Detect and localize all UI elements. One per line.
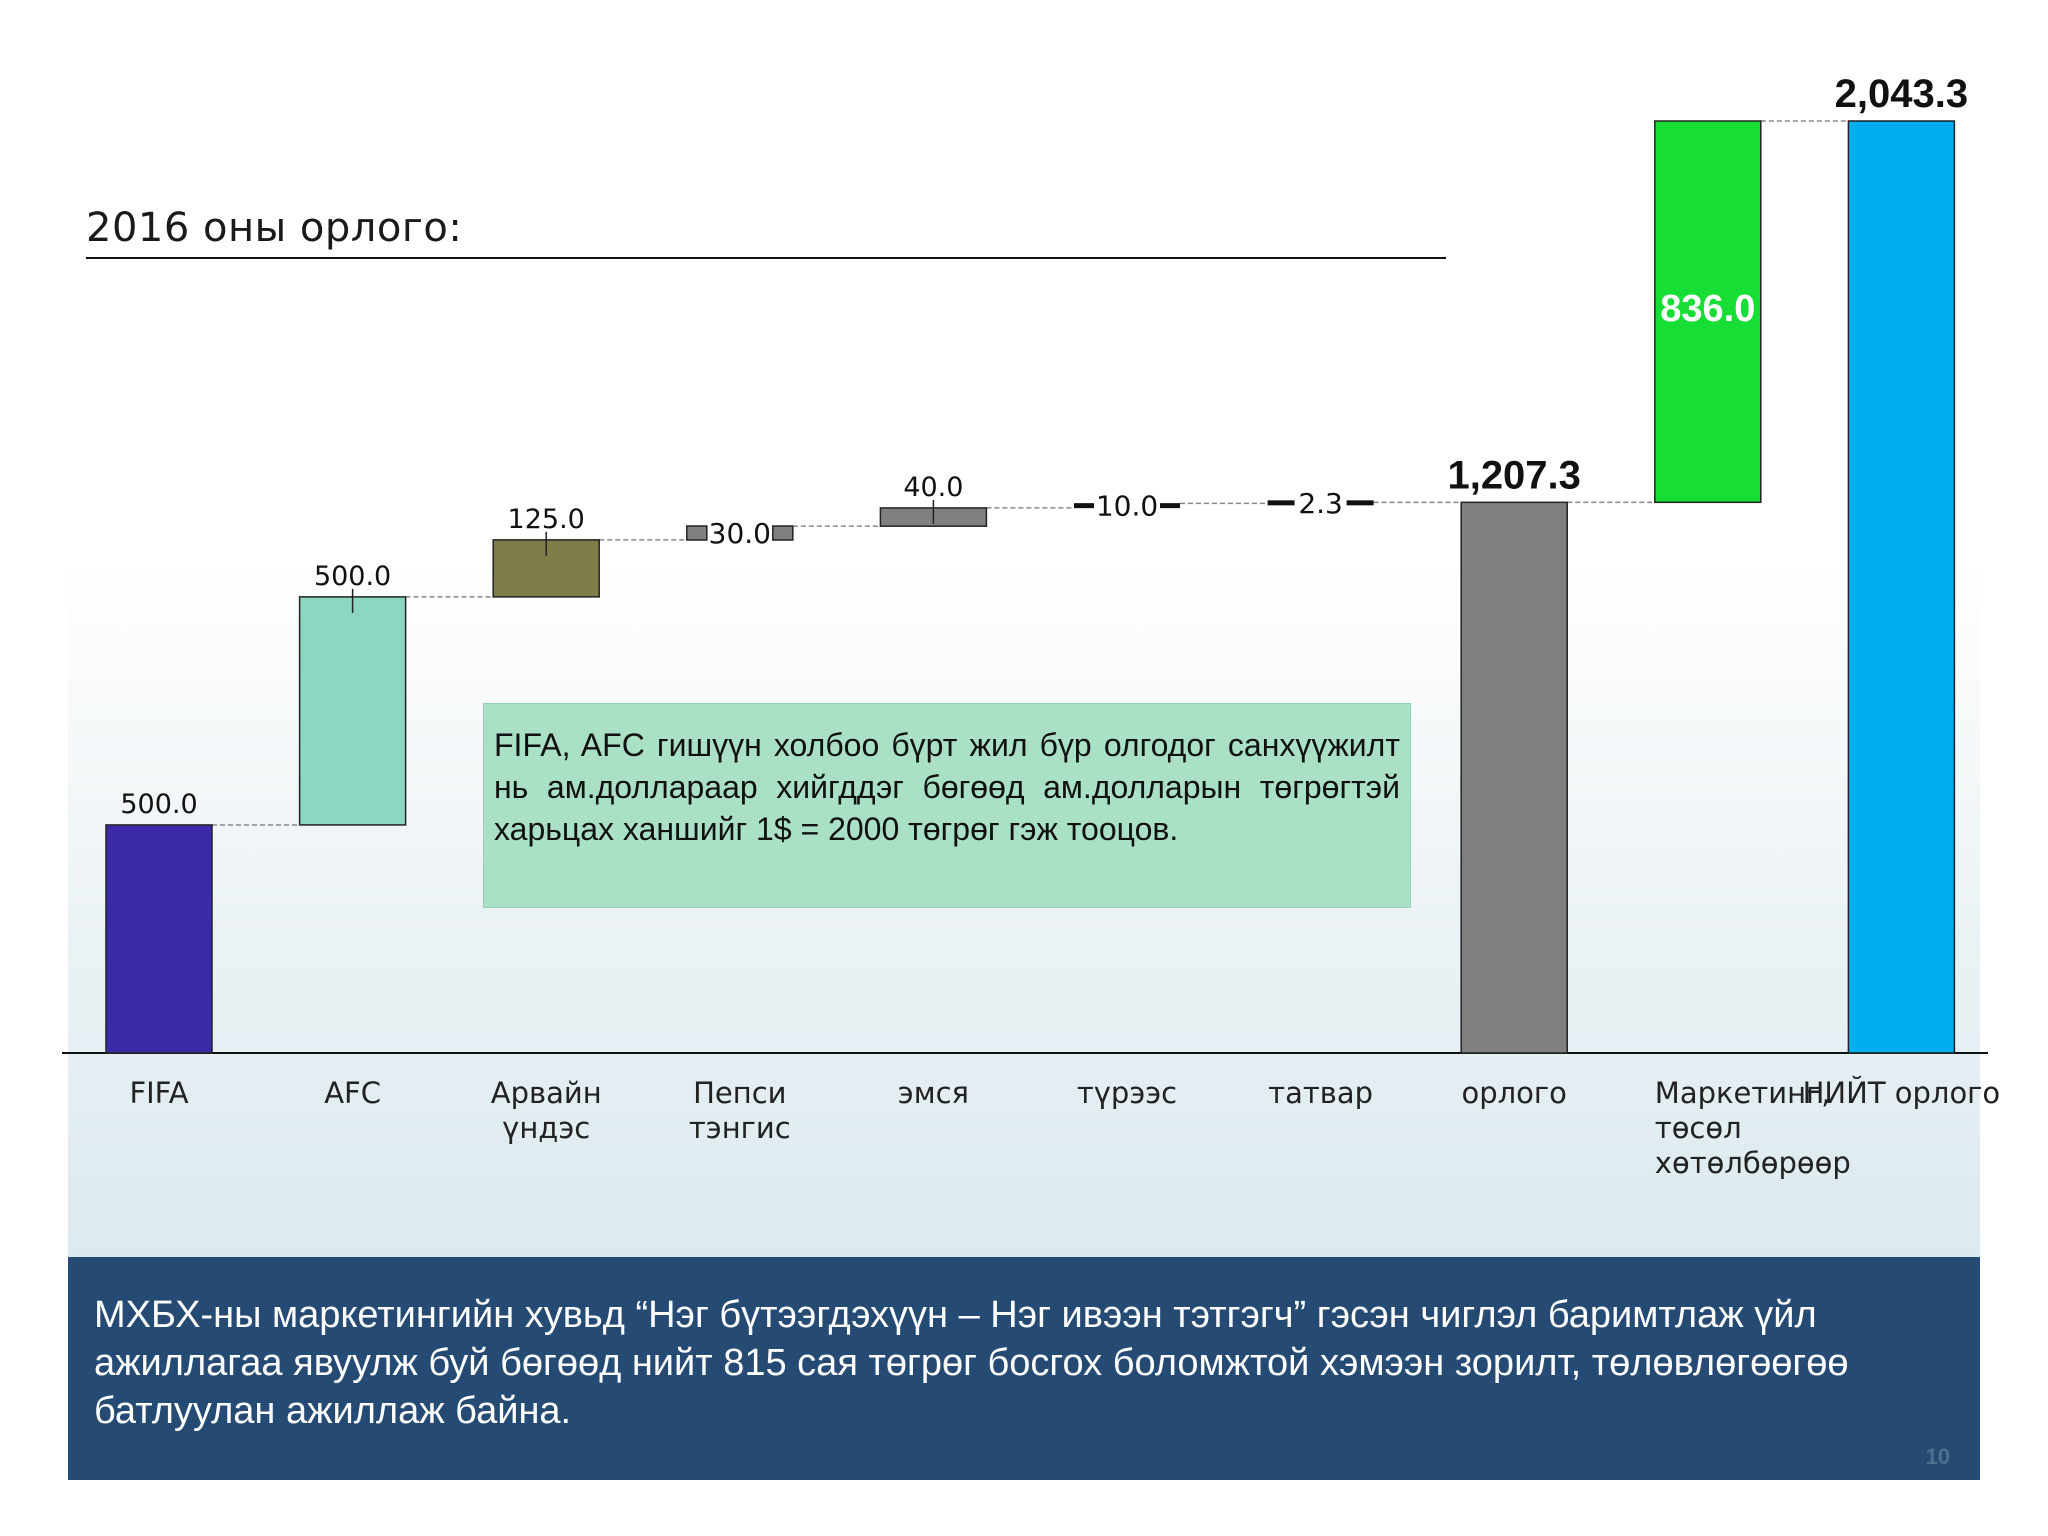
category-label: НИЙТ орлого [1803,1076,2001,1110]
footer-banner: МХБХ-ны маркетингийн хувьд “Нэг бүтээгдэ… [68,1257,1980,1480]
footer-text: МХБХ-ны маркетингийн хувьд “Нэг бүтээгдэ… [94,1294,1849,1432]
bar-segment-right [1160,503,1180,509]
bar [1460,501,1568,1054]
category-label: түрээс [1077,1076,1177,1110]
value-label: 30.0 [709,517,771,550]
bar-segment-left [1074,503,1094,509]
bar [105,824,213,1054]
value-label: 2.3 [1298,487,1343,520]
category-label: хөтөлбөрөөр [1655,1146,1851,1180]
value-label: 1,207.3 [1447,453,1580,497]
page-number: 10 [1925,1444,1950,1469]
bar-segment-right [772,525,794,541]
value-label: 10.0 [1096,490,1158,523]
category-label: татвар [1268,1076,1373,1110]
value-label: 500.0 [314,561,391,592]
category-label: үндэс [502,1111,590,1145]
value-label: 125.0 [508,504,585,535]
bar [1654,120,1762,504]
category-label: Пепси [693,1076,786,1110]
category-label: орлого [1461,1076,1566,1110]
category-label: Арвайн [491,1076,602,1110]
value-label: 836.0 [1660,288,1755,330]
value-label: 500.0 [120,789,197,820]
bar-segment-left [686,525,708,541]
category-label: FIFA [129,1076,188,1110]
category-label: эмся [898,1076,969,1110]
page-title: 2016 оны орлого: [86,205,463,251]
category-label: AFC [324,1076,381,1110]
bar [298,596,407,826]
bar [1847,120,1956,1054]
exchange-rate-note: FIFA, AFC гишүүн холбоо бүрт жил бүр олг… [483,703,1411,908]
category-label: Маркетинг, [1655,1076,1831,1110]
category-label: төсөл [1655,1111,1742,1145]
bar-segment-left [1267,500,1295,506]
bar-segment-right [1346,500,1374,506]
value-label: 40.0 [903,472,963,503]
title-underline [86,257,1446,259]
note-text: FIFA, AFC гишүүн холбоо бүрт жил бүр олг… [494,727,1400,847]
category-label: тэнгис [689,1111,791,1145]
value-label: 2,043.3 [1835,72,1968,116]
